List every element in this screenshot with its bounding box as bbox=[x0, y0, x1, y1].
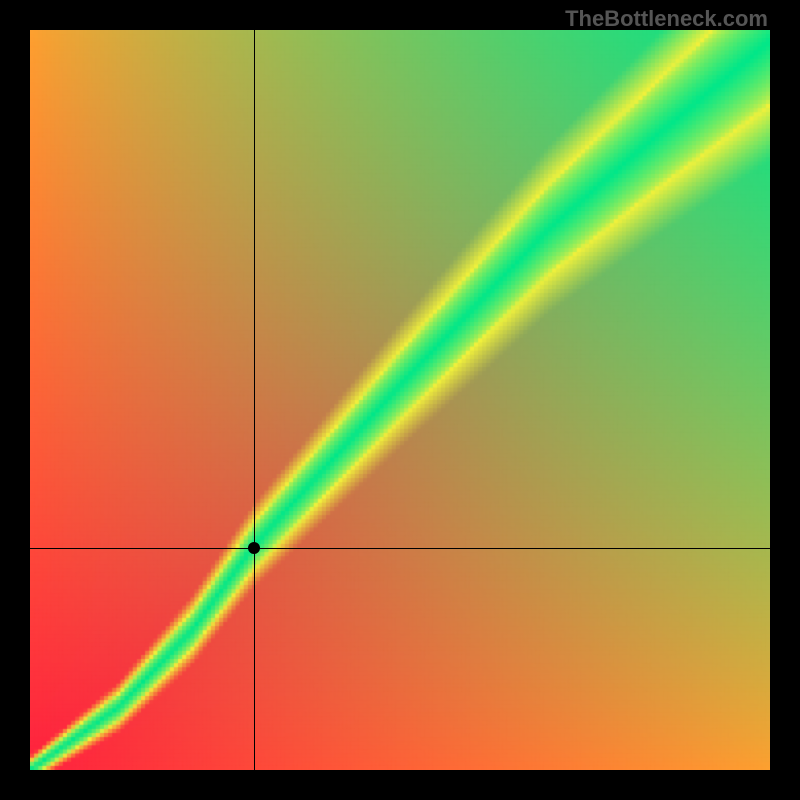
crosshair-marker bbox=[248, 542, 260, 554]
attribution-watermark: TheBottleneck.com bbox=[565, 6, 768, 32]
bottleneck-heatmap-canvas bbox=[30, 30, 770, 770]
crosshair-horizontal bbox=[30, 548, 770, 549]
crosshair-vertical bbox=[254, 30, 255, 770]
chart-container: TheBottleneck.com bbox=[0, 0, 800, 800]
